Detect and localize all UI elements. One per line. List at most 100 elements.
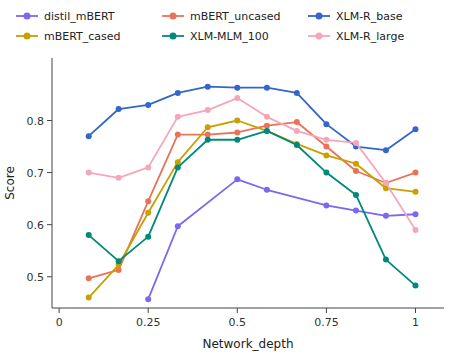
series-line: [89, 131, 416, 286]
series-line: [89, 87, 416, 151]
y-tick: [47, 120, 52, 121]
series-point: [353, 192, 359, 198]
x-tick: [59, 308, 60, 313]
series-point: [323, 170, 329, 176]
series-point: [383, 180, 389, 186]
x-axis-label: Network_depth: [202, 337, 293, 351]
series-point: [353, 140, 359, 146]
y-tick-label: 0.7: [27, 167, 45, 180]
series-point: [175, 114, 181, 120]
x-tick: [326, 308, 327, 313]
series-point: [323, 144, 329, 150]
series-point: [145, 164, 151, 170]
series-point: [323, 152, 329, 158]
series-point: [412, 126, 418, 132]
series-point: [86, 232, 92, 238]
series-point: [205, 107, 211, 113]
y-tick: [47, 172, 52, 173]
series-point: [353, 168, 359, 174]
series-point: [264, 85, 270, 91]
series-point: [264, 128, 270, 134]
series-point: [412, 227, 418, 233]
series-line: [89, 121, 416, 298]
series-point: [175, 164, 181, 170]
legend-marker: [170, 13, 177, 20]
legend-label: XLM-R_large: [336, 30, 404, 43]
series-point: [86, 133, 92, 139]
legend-marker: [170, 33, 177, 40]
legend-marker: [24, 33, 31, 40]
series-point: [234, 85, 240, 91]
series-point: [294, 90, 300, 96]
series-point: [205, 137, 211, 143]
series-line: [89, 122, 416, 278]
series-point: [234, 129, 240, 135]
series-point: [86, 295, 92, 301]
x-tick-label: 1: [412, 316, 419, 329]
series-point: [234, 95, 240, 101]
legend-label: distil_mBERT: [44, 10, 115, 23]
x-tick-label: 0.75: [314, 316, 339, 329]
y-tick: [47, 224, 52, 225]
series-point: [145, 210, 151, 216]
y-tick-label: 0.5: [27, 271, 45, 284]
series-point: [264, 187, 270, 193]
series-point: [205, 132, 211, 138]
series-point: [145, 198, 151, 204]
y-tick-label: 0.6: [27, 219, 45, 232]
series-point: [353, 208, 359, 214]
legend-marker: [316, 13, 323, 20]
y-tick: [47, 276, 52, 277]
series-point: [145, 234, 151, 240]
legend-label: XLM-MLM_100: [190, 30, 269, 43]
series-point: [412, 170, 418, 176]
x-tick: [415, 308, 416, 313]
series-point: [86, 275, 92, 281]
x-tick: [148, 308, 149, 313]
series-point: [383, 213, 389, 219]
series-point: [205, 84, 211, 90]
x-axis-line: [52, 308, 444, 309]
legend-label: mBERT_uncased: [190, 10, 281, 23]
legend: distil_mBERT mBERT_uncased XLM-R_base mBERT…: [16, 10, 404, 43]
series-point: [264, 123, 270, 129]
x-tick-label: 0: [56, 316, 63, 329]
x-tick-label: 0.5: [229, 316, 247, 329]
series-point: [175, 223, 181, 229]
series-point: [234, 118, 240, 124]
series-point: [323, 202, 329, 208]
plot-area: [86, 84, 419, 303]
legend-label: mBERT_cased: [44, 30, 121, 43]
series-line: [148, 179, 415, 299]
y-axis-line: [52, 58, 53, 308]
series-point: [323, 121, 329, 127]
series-point: [353, 161, 359, 167]
series-point: [383, 180, 389, 186]
legend-marker: [24, 13, 31, 20]
series-point: [116, 258, 122, 264]
legend-marker: [316, 33, 323, 40]
series-line: [89, 98, 416, 230]
series-point: [145, 102, 151, 108]
series-point: [412, 189, 418, 195]
series-point: [323, 137, 329, 143]
series-point: [86, 170, 92, 176]
y-axis-label: Score: [3, 166, 17, 200]
series-point: [264, 114, 270, 120]
x-tick: [237, 308, 238, 313]
series-point: [383, 257, 389, 263]
series-point: [264, 128, 270, 134]
series-point: [175, 90, 181, 96]
series-point: [116, 175, 122, 181]
series-point: [294, 119, 300, 125]
legend-label: XLM-R_base: [336, 10, 403, 23]
series-point: [145, 296, 151, 302]
y-tick-label: 0.8: [27, 115, 45, 128]
series-point: [116, 106, 122, 112]
series-point: [412, 283, 418, 289]
x-tick-label: 0.25: [136, 316, 161, 329]
series-point: [294, 142, 300, 148]
series-point: [205, 124, 211, 130]
chart: 0 0.25 0.5 0.75 1 0.5 0.6 0.7 0.8 Network_depth Sc…: [0, 0, 458, 362]
series-point: [234, 137, 240, 143]
